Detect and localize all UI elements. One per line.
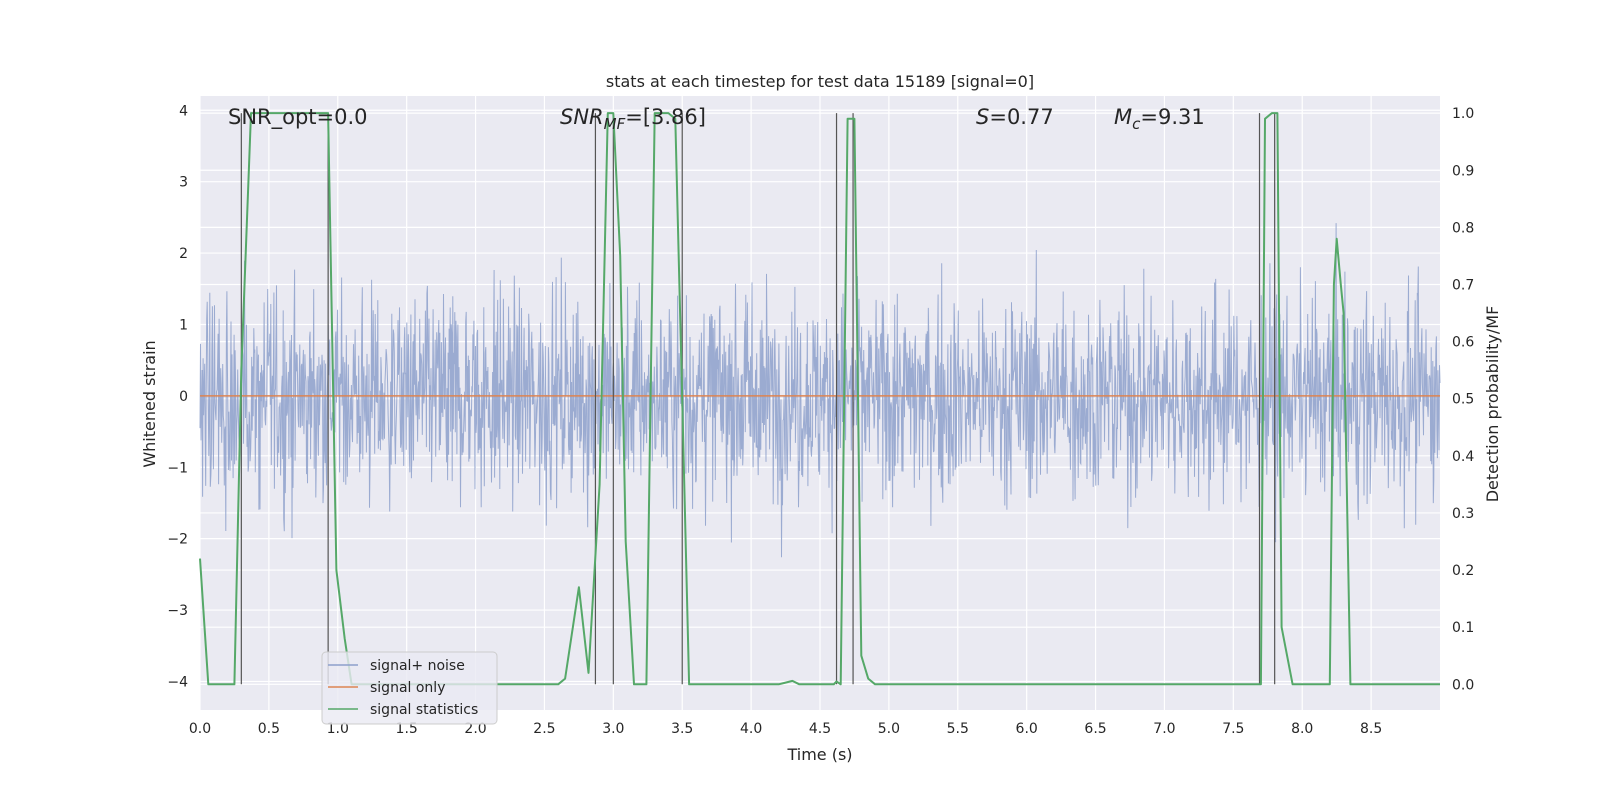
x-tick-label-5: 2.5 [533, 721, 555, 737]
x-tick-label-9: 4.5 [809, 721, 831, 737]
y2-axis-label: Detection probability/MF [1483, 306, 1502, 503]
y2-tick-label-1: 0.9 [1452, 163, 1474, 179]
mc-symbol: M [1114, 105, 1132, 129]
y-tick-label-5: −1 [167, 460, 188, 476]
legend-label-stats: signal statistics [370, 702, 478, 718]
annotation-mc: Mc=9.31 [1114, 105, 1205, 133]
x-tick-label-7: 3.5 [671, 721, 693, 737]
x-tick-label-17: 8.5 [1360, 721, 1382, 737]
mc-subscript: c [1132, 115, 1141, 133]
annotation-snr-mf: SNRMF=[3.86] [560, 105, 706, 133]
x-tick-label-4: 2.0 [464, 721, 486, 737]
y2-tick-label-10: 0.0 [1452, 677, 1474, 693]
legend-label-noise: signal+ noise [370, 658, 465, 674]
y-tick-label-6: −2 [167, 532, 188, 548]
x-tick-label-3: 1.5 [396, 721, 418, 737]
x-tick-label-10: 5.0 [878, 721, 900, 737]
plot-area [199, 96, 1441, 710]
annotation-snr-opt: SNR_opt=0.0 [228, 105, 368, 130]
s-symbol: S [976, 105, 989, 129]
y-tick-label-3: 1 [179, 317, 188, 333]
y2-tick-label-3: 0.7 [1452, 277, 1474, 293]
x-tick-label-0: 0.0 [189, 721, 211, 737]
y2-tick-labels: 1.0 0.9 0.8 0.7 0.6 0.5 0.4 0.3 0.2 0.1 0.0 [1452, 106, 1474, 693]
noise-line [199, 223, 1441, 558]
y-axis-label: Whitened strain [140, 340, 159, 467]
legend: signal+ noise signal only signal statist… [321, 651, 498, 725]
y2-tick-label-8: 0.2 [1452, 563, 1474, 579]
y2-tick-label-6: 0.4 [1452, 449, 1474, 465]
x-tick-label-15: 7.5 [1222, 721, 1244, 737]
y-tick-label-1: 3 [179, 175, 188, 191]
legend-box [321, 651, 498, 725]
s-value: =0.77 [989, 105, 1053, 129]
y-tick-label-2: 2 [179, 246, 188, 262]
y2-tick-label-9: 0.1 [1452, 620, 1474, 636]
chart-title: stats at each timestep for test data 151… [606, 72, 1034, 91]
x-tick-label-11: 5.5 [947, 721, 969, 737]
y2-tick-label-0: 1.0 [1452, 106, 1474, 122]
x-tick-label-6: 3.0 [602, 721, 624, 737]
x-tick-labels: 0.0 0.5 1.0 1.5 2.0 2.5 3.0 3.5 4.0 4.5 5.0 5.5 6.0 6… [189, 721, 1382, 737]
y2-tick-label-4: 0.6 [1452, 335, 1474, 351]
x-tick-label-8: 4.0 [740, 721, 762, 737]
y-tick-label-7: −3 [167, 603, 188, 619]
y-tick-label-8: −4 [167, 674, 188, 690]
x-tick-label-2: 1.0 [327, 721, 349, 737]
legend-label-signal: signal only [370, 680, 445, 696]
y-tick-label-4: 0 [179, 389, 188, 405]
x-tick-label-14: 7.0 [1153, 721, 1175, 737]
x-axis-label: Time (s) [786, 745, 852, 764]
series-signal-plus-noise [199, 223, 1441, 558]
annotation-s: S=0.77 [976, 105, 1054, 129]
mc-value: =9.31 [1140, 105, 1204, 129]
y2-tick-label-5: 0.5 [1452, 392, 1474, 408]
snr-mf-subscript: MF [604, 115, 626, 133]
y-tick-labels: 4 3 2 1 0 −1 −2 −3 −4 [167, 103, 188, 690]
y-tick-label-0: 4 [179, 103, 188, 119]
snr-mf-symbol: SNR [560, 105, 604, 129]
snr-mf-value: =[3.86] [625, 105, 706, 129]
y2-tick-label-7: 0.3 [1452, 506, 1474, 522]
x-tick-label-1: 0.5 [258, 721, 280, 737]
annotations: SNR_opt=0.0 SNRMF=[3.86] S=0.77 Mc=9.31 [228, 105, 1205, 133]
x-tick-label-16: 8.0 [1291, 721, 1313, 737]
x-tick-label-13: 6.5 [1084, 721, 1106, 737]
x-tick-label-12: 6.0 [1016, 721, 1038, 737]
y2-tick-label-2: 0.8 [1452, 220, 1474, 236]
